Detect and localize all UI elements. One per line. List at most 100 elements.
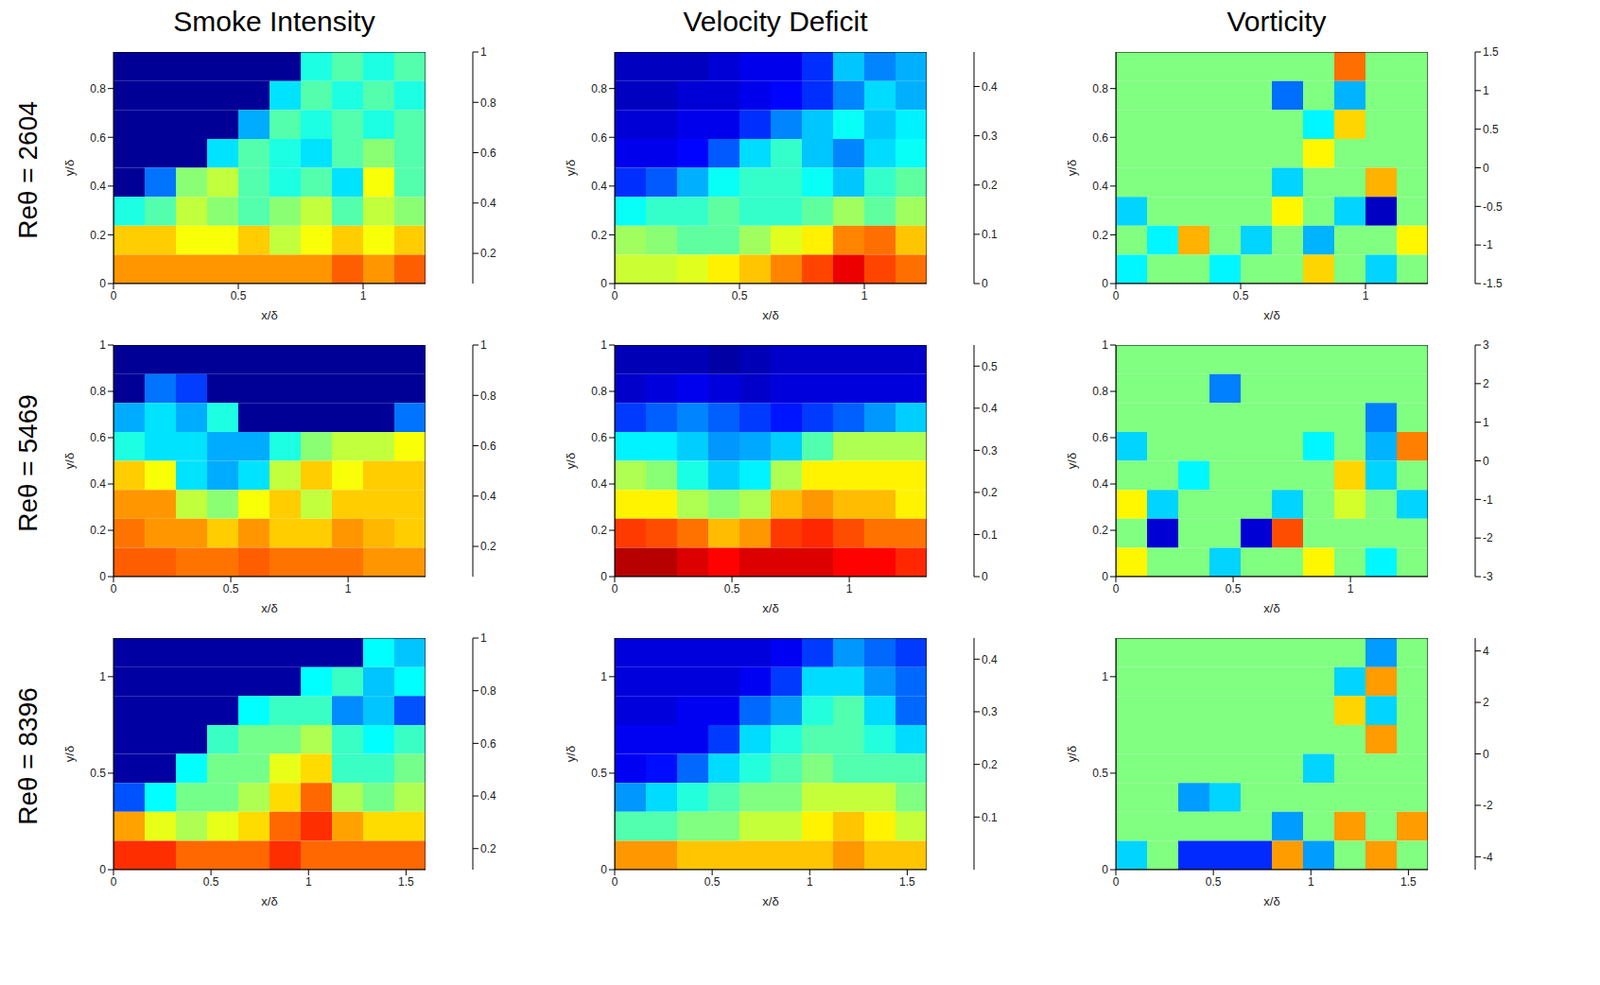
svg-text:0.3: 0.3 — [981, 705, 998, 719]
svg-text:0.2: 0.2 — [981, 758, 998, 772]
svg-text:1: 1 — [846, 582, 853, 596]
svg-text:1: 1 — [806, 875, 814, 889]
svg-text:-4: -4 — [1482, 851, 1494, 865]
svg-text:0.5: 0.5 — [230, 289, 247, 303]
svg-text:0: 0 — [99, 863, 106, 877]
svg-text:0.6: 0.6 — [480, 439, 497, 453]
svg-text:-0.5: -0.5 — [1482, 200, 1503, 214]
svg-text:0: 0 — [110, 582, 118, 596]
svg-text:x/δ: x/δ — [1263, 894, 1280, 909]
svg-text:1: 1 — [480, 338, 487, 352]
svg-text:0.5: 0.5 — [981, 360, 998, 374]
svg-text:0.4: 0.4 — [480, 789, 497, 803]
svg-text:0.5: 0.5 — [89, 766, 106, 781]
svg-text:-2: -2 — [1482, 531, 1494, 545]
svg-text:0.1: 0.1 — [981, 811, 998, 825]
svg-text:0.2: 0.2 — [89, 523, 106, 538]
svg-text:0.5: 0.5 — [731, 289, 748, 303]
svg-text:1: 1 — [1362, 289, 1370, 303]
svg-text:0: 0 — [110, 289, 118, 303]
svg-text:0.6: 0.6 — [591, 431, 608, 445]
svg-text:0.5: 0.5 — [1092, 766, 1109, 781]
svg-text:1: 1 — [1482, 416, 1490, 430]
svg-text:0.6: 0.6 — [591, 131, 608, 145]
svg-text:1: 1 — [345, 582, 352, 596]
svg-text:0.6: 0.6 — [1092, 431, 1109, 445]
svg-text:1: 1 — [360, 289, 367, 303]
svg-text:0.2: 0.2 — [480, 539, 497, 554]
svg-text:y/δ: y/δ — [563, 159, 578, 176]
svg-text:0.6: 0.6 — [1092, 131, 1109, 145]
svg-text:0.4: 0.4 — [89, 179, 106, 193]
svg-text:0: 0 — [600, 277, 608, 291]
svg-text:0.5: 0.5 — [724, 582, 741, 596]
svg-text:0.5: 0.5 — [203, 875, 220, 889]
svg-text:y/δ: y/δ — [563, 452, 578, 470]
svg-text:0: 0 — [1482, 454, 1490, 469]
svg-text:y/δ: y/δ — [62, 746, 77, 763]
svg-text:-1: -1 — [1482, 493, 1494, 507]
svg-text:x/δ: x/δ — [762, 894, 779, 909]
svg-text:0.8: 0.8 — [89, 82, 106, 96]
svg-text:0.5: 0.5 — [1233, 289, 1250, 303]
svg-text:1.5: 1.5 — [899, 875, 916, 889]
svg-text:0.8: 0.8 — [480, 96, 497, 110]
svg-text:0.4: 0.4 — [591, 179, 608, 193]
svg-text:0: 0 — [1101, 277, 1109, 291]
svg-text:-1.5: -1.5 — [1482, 277, 1503, 291]
svg-text:0.6: 0.6 — [89, 431, 106, 445]
svg-text:0.4: 0.4 — [1092, 179, 1109, 193]
svg-text:0.6: 0.6 — [480, 146, 497, 160]
svg-text:0: 0 — [611, 875, 619, 889]
svg-text:0.2: 0.2 — [89, 228, 106, 243]
svg-text:0.2: 0.2 — [981, 486, 998, 500]
svg-text:0.5: 0.5 — [704, 875, 721, 889]
svg-text:0.2: 0.2 — [480, 842, 497, 856]
svg-text:y/δ: y/δ — [1064, 452, 1079, 470]
svg-text:-2: -2 — [1482, 799, 1494, 813]
svg-text:0.2: 0.2 — [1092, 523, 1109, 538]
svg-text:1: 1 — [861, 289, 869, 303]
svg-text:-3: -3 — [1482, 570, 1494, 584]
svg-text:0.5: 0.5 — [591, 766, 608, 781]
svg-text:0.4: 0.4 — [480, 489, 497, 504]
svg-text:1: 1 — [99, 338, 106, 352]
svg-text:x/δ: x/δ — [1263, 601, 1280, 616]
svg-text:0: 0 — [99, 570, 106, 584]
svg-text:0.4: 0.4 — [1092, 477, 1109, 491]
svg-text:y/δ: y/δ — [62, 159, 77, 176]
svg-text:0.2: 0.2 — [591, 523, 608, 538]
svg-text:0.4: 0.4 — [981, 401, 998, 416]
svg-text:1: 1 — [480, 45, 487, 59]
svg-text:1: 1 — [1347, 582, 1355, 596]
svg-text:0.5: 0.5 — [1482, 122, 1499, 137]
svg-text:0: 0 — [1482, 747, 1490, 762]
svg-text:x/δ: x/δ — [260, 601, 278, 616]
svg-text:4: 4 — [1482, 644, 1490, 659]
svg-text:0: 0 — [981, 277, 989, 291]
svg-text:1.5: 1.5 — [1400, 875, 1417, 889]
svg-text:0.5: 0.5 — [1205, 875, 1222, 889]
svg-text:0: 0 — [600, 570, 608, 584]
svg-text:0: 0 — [1113, 875, 1120, 889]
svg-text:0: 0 — [611, 582, 619, 596]
svg-text:0: 0 — [110, 875, 118, 889]
svg-text:1: 1 — [600, 670, 608, 684]
svg-text:x/δ: x/δ — [762, 601, 779, 616]
svg-text:x/δ: x/δ — [762, 308, 779, 323]
svg-text:1: 1 — [305, 875, 313, 889]
svg-text:0.5: 0.5 — [1225, 582, 1242, 596]
svg-text:0.2: 0.2 — [981, 178, 998, 192]
svg-text:0.4: 0.4 — [480, 196, 497, 210]
svg-text:x/δ: x/δ — [260, 894, 278, 909]
svg-text:0.8: 0.8 — [480, 389, 497, 403]
svg-text:0.2: 0.2 — [591, 228, 608, 243]
svg-text:0.8: 0.8 — [1092, 82, 1109, 96]
svg-text:0.8: 0.8 — [591, 82, 608, 96]
svg-text:0: 0 — [611, 289, 619, 303]
svg-text:0: 0 — [600, 863, 608, 877]
svg-text:0: 0 — [1101, 570, 1109, 584]
svg-text:0.4: 0.4 — [981, 653, 998, 667]
svg-text:0.8: 0.8 — [89, 384, 106, 399]
svg-text:0.4: 0.4 — [981, 80, 998, 94]
